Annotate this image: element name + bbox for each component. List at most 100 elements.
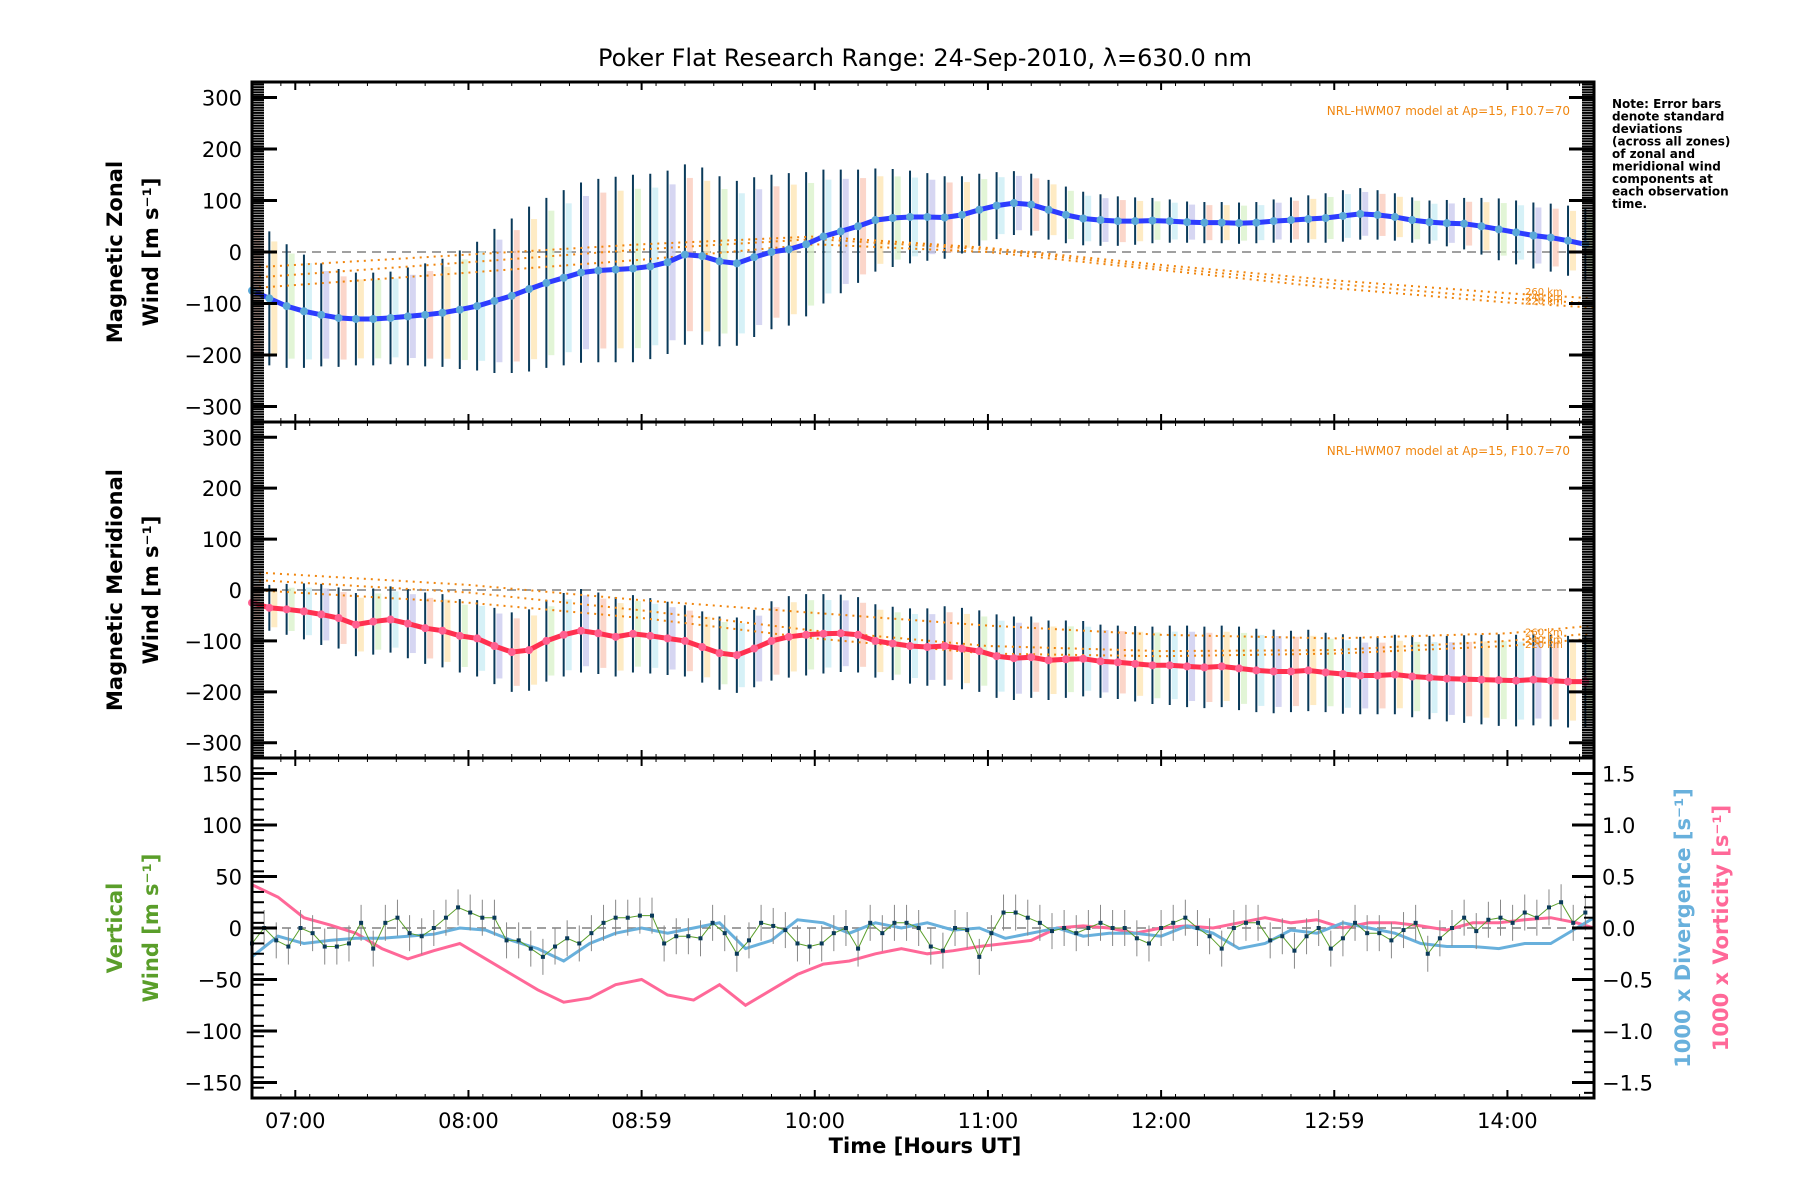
meridional-wind-point xyxy=(1096,657,1105,666)
meridional-wind-point xyxy=(317,610,326,619)
vertical-wind-point xyxy=(1353,920,1358,925)
vertical-wind-point xyxy=(856,946,861,951)
meridional-wind-point xyxy=(715,649,724,658)
model-curve-260km xyxy=(251,235,1595,300)
zonal-wind-point xyxy=(680,250,689,259)
altitude-label: 240 km xyxy=(1525,292,1563,303)
meridional-wind-point xyxy=(1356,671,1365,680)
meridional-wind-point xyxy=(1217,662,1226,671)
zonal-wind-point xyxy=(386,313,395,322)
vertical-wind-point xyxy=(722,931,727,936)
vertical-wind-point xyxy=(1256,920,1261,925)
vertical-wind-point xyxy=(746,938,751,943)
vertical-wind-point xyxy=(1159,926,1164,930)
zonal-wind-point xyxy=(299,307,308,316)
zonal-wind-point xyxy=(784,245,793,254)
y-tick-label: 300 xyxy=(202,426,242,450)
model-curve-220km xyxy=(251,589,1595,658)
zonal-wind-point xyxy=(1321,214,1330,222)
zonal-wind-point xyxy=(1044,205,1053,214)
vertical-wind-point xyxy=(1498,915,1503,920)
vertical-wind-point xyxy=(613,915,618,920)
meridional-wind-point xyxy=(559,630,568,639)
vertical-wind-point xyxy=(1365,931,1370,936)
meridional-wind-point xyxy=(507,648,516,657)
x-axis-label: Time [Hours UT] xyxy=(829,1134,1022,1158)
vertical-wind-panel: 1.5 1.0 0.5 0.0 −0.5 −1.0 −1.5 1000 x Divergenc… xyxy=(103,756,1733,1100)
zonal-wind-point xyxy=(1390,212,1399,221)
meridional-wind-point xyxy=(1512,676,1521,685)
vertical-wind-point xyxy=(868,920,873,925)
meridional-wind-point xyxy=(1009,654,1018,663)
vertical-wind-point xyxy=(1280,934,1285,939)
x-tick-label: 14:00 xyxy=(1477,1109,1538,1133)
vertical-wind-point xyxy=(1171,920,1176,925)
vertical-wind-point xyxy=(734,951,739,956)
vertical-wind-point xyxy=(1195,926,1200,930)
vertical-wind-point xyxy=(1437,936,1442,941)
x-tick-label: 08:00 xyxy=(438,1109,499,1133)
meridional-wind-point xyxy=(680,636,689,645)
meridional-wind-point xyxy=(334,614,343,622)
meridional-wind-point xyxy=(369,617,378,626)
vorticity-axis-label: 1000 x Vorticity [s⁻¹] xyxy=(1709,805,1733,1051)
zonal-wind-point xyxy=(455,305,464,314)
vertical-wind-point xyxy=(965,928,970,933)
meridional-wind-point xyxy=(542,636,551,645)
zonal-wind-point xyxy=(1494,225,1503,234)
y-tick-label: −100 xyxy=(184,293,242,317)
zonal-wind-point xyxy=(1131,217,1140,226)
meridional-wind-point xyxy=(299,607,308,616)
meridional-ylabel-line2: Wind [m s⁻¹] xyxy=(139,516,163,665)
vertical-wind-point xyxy=(831,931,836,936)
zonal-wind-point xyxy=(1408,216,1417,225)
vertical-wind-point xyxy=(1001,910,1006,915)
meridional-wind-point xyxy=(455,631,464,640)
meridional-wind-point xyxy=(525,646,534,655)
meridional-wind-point xyxy=(1044,656,1053,665)
note-line: denote standard xyxy=(1612,110,1724,124)
meridional-wind-point xyxy=(1564,677,1573,686)
meridional-wind-point xyxy=(577,626,586,635)
y-tick-label: −100 xyxy=(184,1020,242,1044)
altitude-label: 220 km xyxy=(1525,296,1563,307)
meridional-wind-point xyxy=(386,615,395,624)
vertical-wind-point xyxy=(601,920,606,925)
note-line: (across all zones) xyxy=(1612,135,1730,149)
zonal-wind-point xyxy=(1460,219,1469,228)
meridional-wind-point xyxy=(1546,676,1555,685)
y2-tick-label: −1.0 xyxy=(1602,1020,1653,1044)
zonal-wind-point xyxy=(940,213,949,222)
zonal-wind-point xyxy=(819,232,828,241)
divergence-line xyxy=(251,916,1595,963)
vertical-wind-point xyxy=(674,934,679,939)
vertical-wind-point xyxy=(577,941,582,946)
vertical-wind-point xyxy=(298,926,303,930)
zonal-wind-point xyxy=(490,296,499,305)
zonal-wind-point xyxy=(421,310,430,319)
meridional-ylabel-line1: Magnetic Meridional xyxy=(103,469,127,711)
vertical-wind-point xyxy=(1559,900,1564,905)
vertical-wind-point xyxy=(516,938,521,943)
meridional-wind-point xyxy=(1079,654,1088,663)
meridional-wind-point xyxy=(1321,668,1330,677)
zonal-ylabel-line2: Wind [m s⁻¹] xyxy=(139,178,163,327)
zonal-wind-point xyxy=(1009,199,1018,208)
vertical-wind-point xyxy=(953,926,958,930)
vertical-wind-point xyxy=(1474,929,1479,934)
zonal-wind-point xyxy=(1356,209,1365,218)
zonal-wind-point xyxy=(1027,200,1036,209)
meridional-wind-point xyxy=(1113,658,1122,667)
zonal-wind-point xyxy=(265,294,274,303)
y-tick-label: 100 xyxy=(202,814,242,838)
vertical-wind-point xyxy=(1571,920,1576,925)
vertical-wind-point xyxy=(625,915,630,920)
vertical-wind-point xyxy=(1450,926,1455,930)
vertical-wind-point xyxy=(589,931,594,936)
meridional-wind-point xyxy=(473,634,482,643)
vertical-wind-point xyxy=(1207,934,1212,939)
vertical-wind-point xyxy=(686,934,691,939)
vertical-wind-point xyxy=(989,931,994,936)
